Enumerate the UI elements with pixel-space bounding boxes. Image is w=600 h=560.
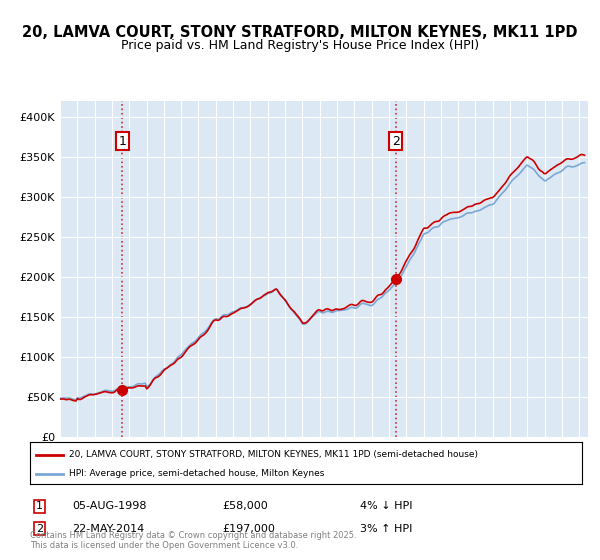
Text: 22-MAY-2014: 22-MAY-2014 (72, 524, 144, 534)
Text: 2: 2 (36, 524, 43, 534)
Text: Price paid vs. HM Land Registry's House Price Index (HPI): Price paid vs. HM Land Registry's House … (121, 39, 479, 52)
Text: 3% ↑ HPI: 3% ↑ HPI (360, 524, 412, 534)
Text: HPI: Average price, semi-detached house, Milton Keynes: HPI: Average price, semi-detached house,… (68, 469, 324, 478)
Text: Contains HM Land Registry data © Crown copyright and database right 2025.
This d: Contains HM Land Registry data © Crown c… (30, 530, 356, 550)
Text: £197,000: £197,000 (222, 524, 275, 534)
Text: 20, LAMVA COURT, STONY STRATFORD, MILTON KEYNES, MK11 1PD (semi-detached house): 20, LAMVA COURT, STONY STRATFORD, MILTON… (68, 450, 478, 460)
Text: 1: 1 (36, 501, 43, 511)
Text: 2: 2 (392, 134, 400, 148)
Text: 1: 1 (118, 134, 126, 148)
Text: £58,000: £58,000 (222, 501, 268, 511)
Text: 20, LAMVA COURT, STONY STRATFORD, MILTON KEYNES, MK11 1PD: 20, LAMVA COURT, STONY STRATFORD, MILTON… (22, 25, 578, 40)
Text: 4% ↓ HPI: 4% ↓ HPI (360, 501, 413, 511)
Text: 05-AUG-1998: 05-AUG-1998 (72, 501, 146, 511)
